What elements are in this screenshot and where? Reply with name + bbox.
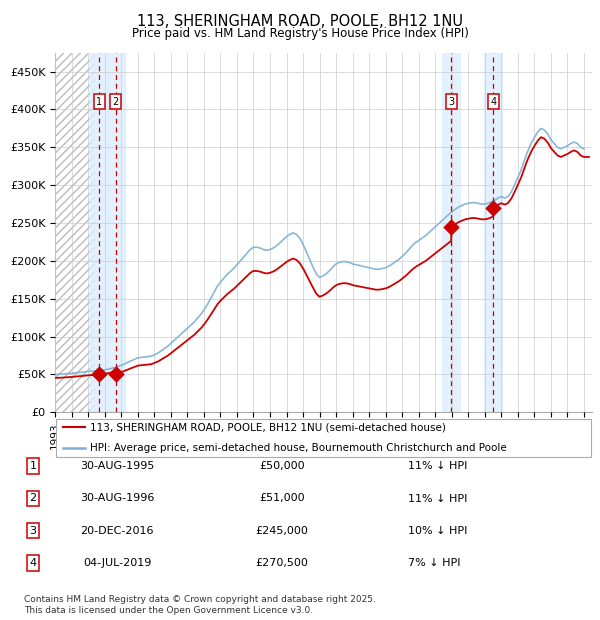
Bar (442, 53, 460, 412)
Text: £51,000: £51,000 (259, 494, 305, 503)
Text: Contains HM Land Registry data © Crown copyright and database right 2025.
This d: Contains HM Land Registry data © Crown c… (24, 595, 376, 614)
Text: Price paid vs. HM Land Registry's House Price Index (HPI): Price paid vs. HM Land Registry's House … (131, 27, 469, 40)
Text: 1: 1 (29, 461, 37, 471)
Text: HPI: Average price, semi-detached house, Bournemouth Christchurch and Poole: HPI: Average price, semi-detached house,… (90, 443, 507, 453)
Text: 30-AUG-1995: 30-AUG-1995 (80, 461, 154, 471)
Text: 3: 3 (29, 526, 37, 536)
Text: 113, SHERINGHAM ROAD, POOLE, BH12 1NU: 113, SHERINGHAM ROAD, POOLE, BH12 1NU (137, 14, 463, 29)
Bar (55, 53, 95, 412)
Text: £50,000: £50,000 (259, 461, 305, 471)
Text: 20-DEC-2016: 20-DEC-2016 (80, 526, 154, 536)
Text: 4: 4 (490, 97, 496, 107)
Text: 113, SHERINGHAM ROAD, POOLE, BH12 1NU (semi-detached house): 113, SHERINGHAM ROAD, POOLE, BH12 1NU (s… (90, 422, 446, 432)
Text: 11% ↓ HPI: 11% ↓ HPI (408, 494, 467, 503)
Text: 3: 3 (448, 97, 454, 107)
Bar (484, 53, 502, 412)
Text: 11% ↓ HPI: 11% ↓ HPI (408, 461, 467, 471)
Text: 2: 2 (113, 97, 119, 107)
Text: 30-AUG-1996: 30-AUG-1996 (80, 494, 154, 503)
Text: 10% ↓ HPI: 10% ↓ HPI (408, 526, 467, 536)
Point (446, 222, 456, 232)
Point (111, 369, 121, 379)
Point (95, 370, 104, 379)
Text: 7% ↓ HPI: 7% ↓ HPI (408, 558, 461, 568)
Text: £270,500: £270,500 (256, 558, 308, 568)
Text: 1: 1 (96, 97, 103, 107)
Text: 4: 4 (29, 558, 37, 568)
Bar (90, 53, 109, 412)
Text: 04-JUL-2019: 04-JUL-2019 (83, 558, 151, 568)
Point (488, 203, 498, 213)
Bar (107, 53, 125, 412)
FancyBboxPatch shape (56, 418, 591, 457)
Text: £245,000: £245,000 (256, 526, 308, 536)
Text: 2: 2 (29, 494, 37, 503)
